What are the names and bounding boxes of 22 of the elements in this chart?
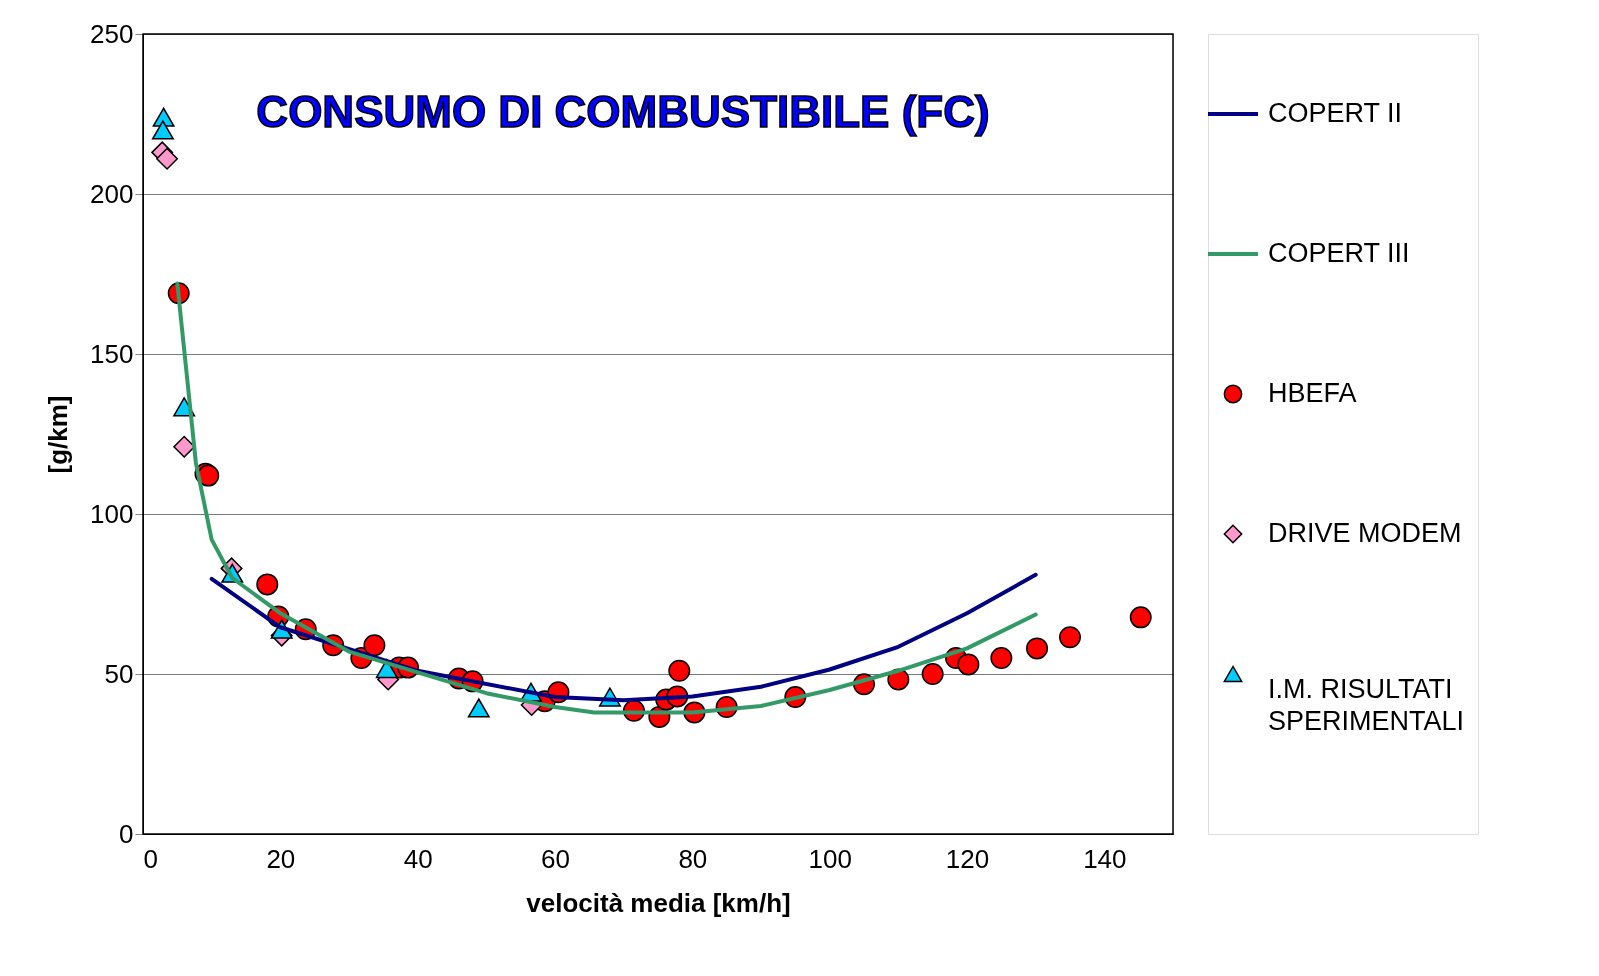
y-tick-label: 100 — [90, 498, 134, 529]
legend-label: COPERT II — [1268, 98, 1403, 128]
y-tick-label: 200 — [90, 178, 134, 209]
y-tick-label: 150 — [90, 338, 134, 369]
x-tick-label: 0 — [143, 843, 158, 874]
x-tick-label: 40 — [403, 843, 433, 874]
legend-label: HBEFA — [1268, 378, 1357, 408]
y-tick-label: 50 — [104, 658, 134, 689]
x-tick-label: 120 — [945, 843, 990, 874]
x-tick-label: 140 — [1083, 843, 1127, 874]
x-tick-label: 80 — [678, 843, 708, 874]
y-tick-label: 250 — [90, 18, 134, 49]
legend-label: DRIVE MODEM — [1268, 518, 1462, 548]
y-tick-label: 0 — [119, 818, 134, 849]
legend-label: I.M. RISULTATI SPERIMENTALI — [1268, 674, 1465, 736]
x-tick-label: 60 — [541, 843, 570, 874]
x-tick-label: 100 — [808, 843, 852, 874]
text: CONSUMO DI COMBUSTIBILE (FC) — [256, 87, 990, 136]
x-axis-title: velocità media [km/h] — [526, 887, 791, 918]
legend-label: COPERT III — [1268, 238, 1410, 268]
y-axis-title: [g/km] — [43, 395, 74, 474]
x-tick-label: 20 — [266, 843, 296, 874]
